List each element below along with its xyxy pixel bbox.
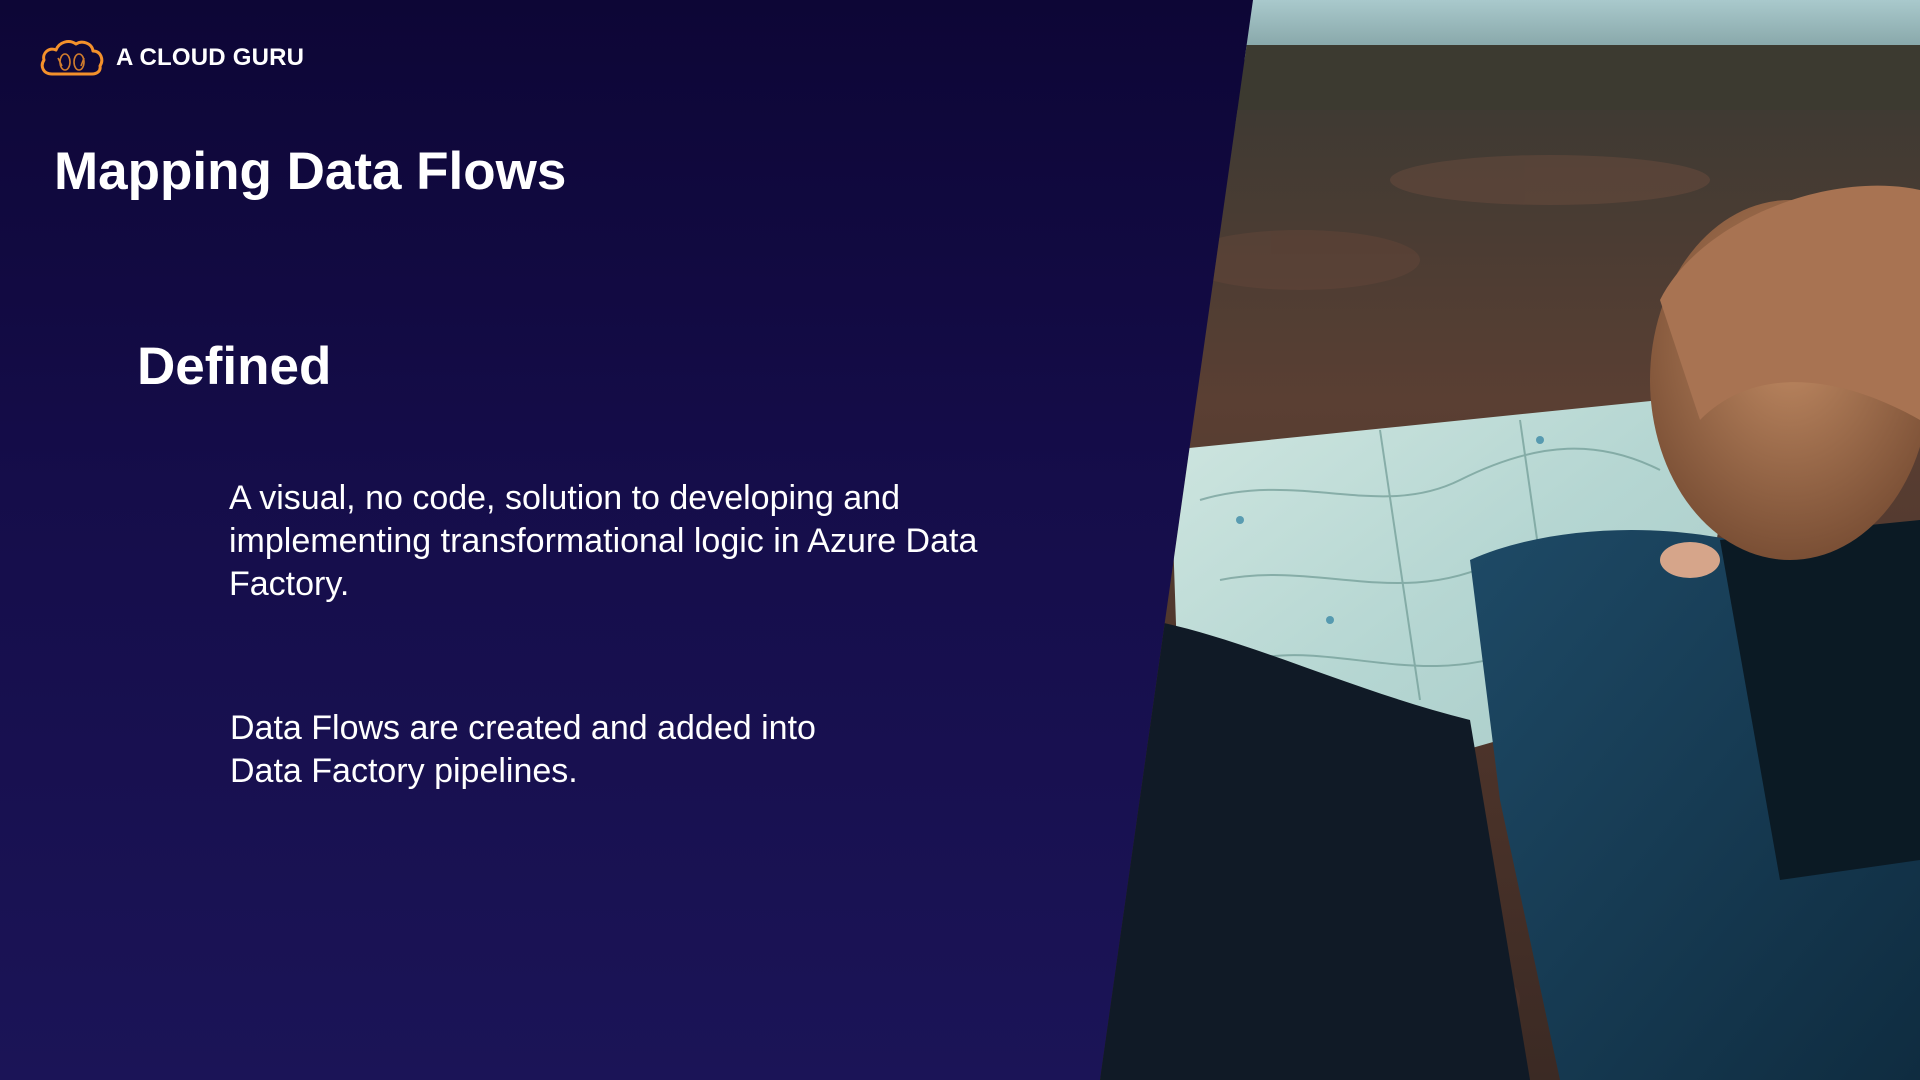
brand-logo: A CLOUD GURU bbox=[38, 36, 304, 80]
slide-title: Mapping Data Flows bbox=[54, 142, 567, 201]
cloud-logo-icon bbox=[40, 40, 104, 76]
section-heading: Defined bbox=[137, 337, 332, 396]
brand-name: A CLOUD GURU bbox=[116, 44, 305, 71]
definition-paragraph: A visual, no code, solution to developin… bbox=[229, 479, 978, 603]
pipeline-paragraph: Data Flows are created and added into Da… bbox=[230, 709, 816, 790]
